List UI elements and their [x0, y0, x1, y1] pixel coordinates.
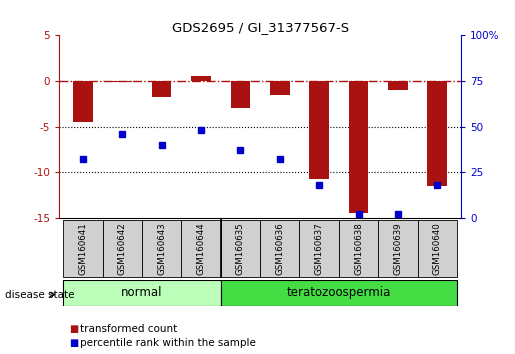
- FancyBboxPatch shape: [339, 220, 378, 277]
- FancyBboxPatch shape: [221, 280, 457, 306]
- Text: GSM160638: GSM160638: [354, 222, 363, 275]
- Bar: [191, 76, 211, 81]
- FancyBboxPatch shape: [260, 220, 299, 277]
- FancyBboxPatch shape: [221, 220, 260, 277]
- Text: GSM160636: GSM160636: [275, 222, 284, 275]
- FancyBboxPatch shape: [418, 220, 457, 277]
- Text: percentile rank within the sample: percentile rank within the sample: [80, 338, 256, 348]
- FancyBboxPatch shape: [63, 280, 221, 306]
- Text: ■: ■: [70, 338, 79, 348]
- FancyBboxPatch shape: [63, 220, 102, 277]
- Text: transformed count: transformed count: [80, 324, 177, 333]
- Title: GDS2695 / GI_31377567-S: GDS2695 / GI_31377567-S: [171, 21, 349, 34]
- Bar: [388, 81, 408, 90]
- Bar: [427, 81, 447, 186]
- Bar: [73, 81, 93, 122]
- Bar: [152, 81, 171, 97]
- FancyBboxPatch shape: [299, 220, 339, 277]
- Bar: [270, 81, 289, 95]
- Bar: [231, 81, 250, 108]
- FancyBboxPatch shape: [181, 220, 221, 277]
- Text: GSM160642: GSM160642: [118, 222, 127, 275]
- Text: disease state: disease state: [5, 290, 75, 299]
- Text: ■: ■: [70, 324, 79, 333]
- FancyBboxPatch shape: [142, 220, 181, 277]
- Bar: [112, 81, 132, 82]
- FancyBboxPatch shape: [102, 220, 142, 277]
- Text: GSM160639: GSM160639: [393, 222, 402, 275]
- FancyBboxPatch shape: [378, 220, 418, 277]
- Text: GSM160637: GSM160637: [315, 222, 323, 275]
- Text: GSM160643: GSM160643: [157, 222, 166, 275]
- Text: GSM160644: GSM160644: [197, 222, 205, 275]
- Text: GSM160635: GSM160635: [236, 222, 245, 275]
- Text: normal: normal: [121, 286, 163, 299]
- Text: teratozoospermia: teratozoospermia: [287, 286, 391, 299]
- Text: GSM160640: GSM160640: [433, 222, 442, 275]
- Bar: [349, 81, 368, 213]
- Bar: [310, 81, 329, 179]
- Text: GSM160641: GSM160641: [78, 222, 88, 275]
